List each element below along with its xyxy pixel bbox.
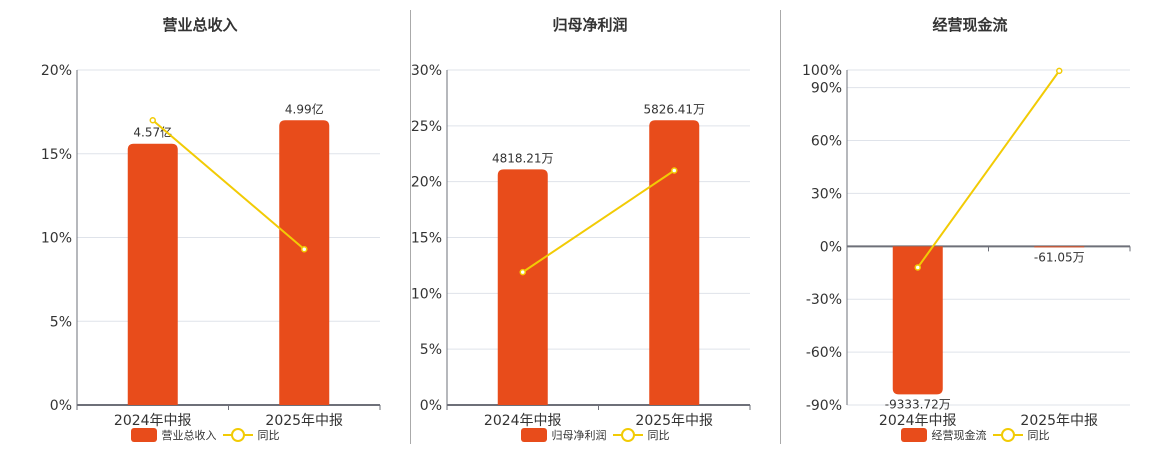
- legend-label: 同比: [647, 429, 670, 442]
- y-tick-label: 15%: [41, 147, 72, 163]
- bar-value-label: -9333.72万: [885, 397, 951, 411]
- yoy-point[interactable]: [671, 167, 678, 174]
- yoy-point[interactable]: [519, 268, 526, 276]
- bar[interactable]: [649, 120, 700, 405]
- legend: 营业总收入 同比: [10, 427, 400, 443]
- y-tick-label: 10%: [411, 286, 442, 302]
- y-tick-label: 30%: [811, 186, 842, 202]
- legend-line-swatch-icon: [612, 428, 643, 442]
- legend-item-bar[interactable]: 营业总收入: [130, 427, 217, 443]
- legend: 归母净利润 同比: [420, 427, 770, 443]
- yoy-point[interactable]: [914, 264, 921, 271]
- legend-label: 归母净利润: [551, 429, 607, 442]
- divider: [780, 10, 781, 444]
- y-tick-label: 0%: [820, 239, 842, 255]
- y-tick-label: -60%: [806, 345, 842, 361]
- yoy-point[interactable]: [1056, 67, 1063, 75]
- x-category-label: 2025年中报: [635, 413, 713, 429]
- legend-line-swatch-icon: [992, 428, 1023, 442]
- bar[interactable]: [1034, 246, 1085, 248]
- y-tick-label: 5%: [420, 342, 442, 358]
- bar-value-label: 5826.41万: [643, 102, 705, 116]
- yoy-line: [522, 169, 675, 273]
- legend-item-bar[interactable]: 归母净利润: [520, 427, 607, 443]
- y-tick-label: 100%: [802, 63, 842, 79]
- yoy-line: [916, 70, 1061, 269]
- legend-item-line[interactable]: 同比: [612, 427, 670, 443]
- x-category-label: 2025年中报: [265, 413, 343, 429]
- x-category-label: 2024年中报: [484, 413, 562, 429]
- yoy-point[interactable]: [149, 117, 156, 124]
- legend: 经营现金流 同比: [790, 427, 1160, 443]
- y-tick-label: 60%: [811, 134, 842, 150]
- legend-bar-swatch-icon: [900, 428, 927, 442]
- y-tick-label: 25%: [411, 119, 442, 135]
- y-tick-label: 15%: [411, 231, 442, 247]
- y-tick-label: 10%: [41, 231, 72, 247]
- y-tick-label: -90%: [806, 398, 842, 414]
- y-tick-label: 5%: [50, 314, 72, 330]
- y-tick-label: 0%: [420, 398, 442, 414]
- x-category-label: 2025年中报: [1020, 413, 1098, 429]
- legend-label: 同比: [257, 429, 280, 442]
- y-tick-label: 20%: [411, 175, 442, 191]
- yoy-line: [152, 119, 305, 250]
- legend-item-bar[interactable]: 经营现金流: [900, 427, 987, 443]
- legend-label: 经营现金流: [931, 429, 987, 442]
- legend-line-swatch-icon: [222, 428, 253, 442]
- chart-plot: 0% 5% 10% 15% 20% 25% 30% 2024年中报 2025年中报 4818.21…: [411, 63, 751, 429]
- bar[interactable]: [892, 246, 943, 395]
- bar-value-label: 4.99亿: [285, 101, 324, 116]
- yoy-point[interactable]: [301, 245, 308, 253]
- x-category-label: 2024年中报: [114, 413, 192, 429]
- legend-label: 同比: [1027, 429, 1050, 442]
- y-tick-label: 20%: [41, 63, 72, 79]
- chart-title: 营业总收入: [162, 16, 238, 34]
- legend-item-line[interactable]: 同比: [992, 427, 1050, 443]
- legend-bar-swatch-icon: [130, 428, 157, 442]
- chart-panel-net-profit: 归母净利润 0% 5% 10% 15% 20% 25% 30% 2024年中报 2025年中报 4…: [370, 0, 770, 450]
- chart-title: 归母净利润: [552, 16, 628, 34]
- chart-panel-revenue: 营业总收入 0% 5% 10% 15% 20% 2024年中报 2025年中报 4.57亿 4.…: [0, 0, 400, 450]
- y-tick-label: -30%: [806, 292, 842, 308]
- bar-value-label: -61.05万: [1034, 250, 1085, 264]
- legend-label: 营业总收入: [161, 429, 217, 442]
- legend-bar-swatch-icon: [520, 428, 547, 442]
- y-tick-label: 90%: [811, 81, 842, 97]
- bar[interactable]: [127, 143, 178, 405]
- bar[interactable]: [497, 169, 548, 405]
- x-category-label: 2024年中报: [879, 413, 957, 429]
- y-tick-label: 0%: [50, 398, 72, 414]
- chart-panel-operating-cash-flow: 经营现金流 -90% -60% -30% 0% 30% 60% 90% 100% 2024年中报…: [740, 0, 1160, 450]
- divider: [410, 10, 411, 444]
- chart-title: 经营现金流: [932, 16, 1008, 34]
- chart-plot: -90% -60% -30% 0% 30% 60% 90% 100% 2024年中报 2025年中…: [802, 63, 1131, 429]
- legend-item-line[interactable]: 同比: [222, 427, 280, 443]
- bar-value-label: 4818.21万: [492, 151, 554, 165]
- bar[interactable]: [279, 120, 330, 405]
- y-tick-label: 30%: [411, 63, 442, 79]
